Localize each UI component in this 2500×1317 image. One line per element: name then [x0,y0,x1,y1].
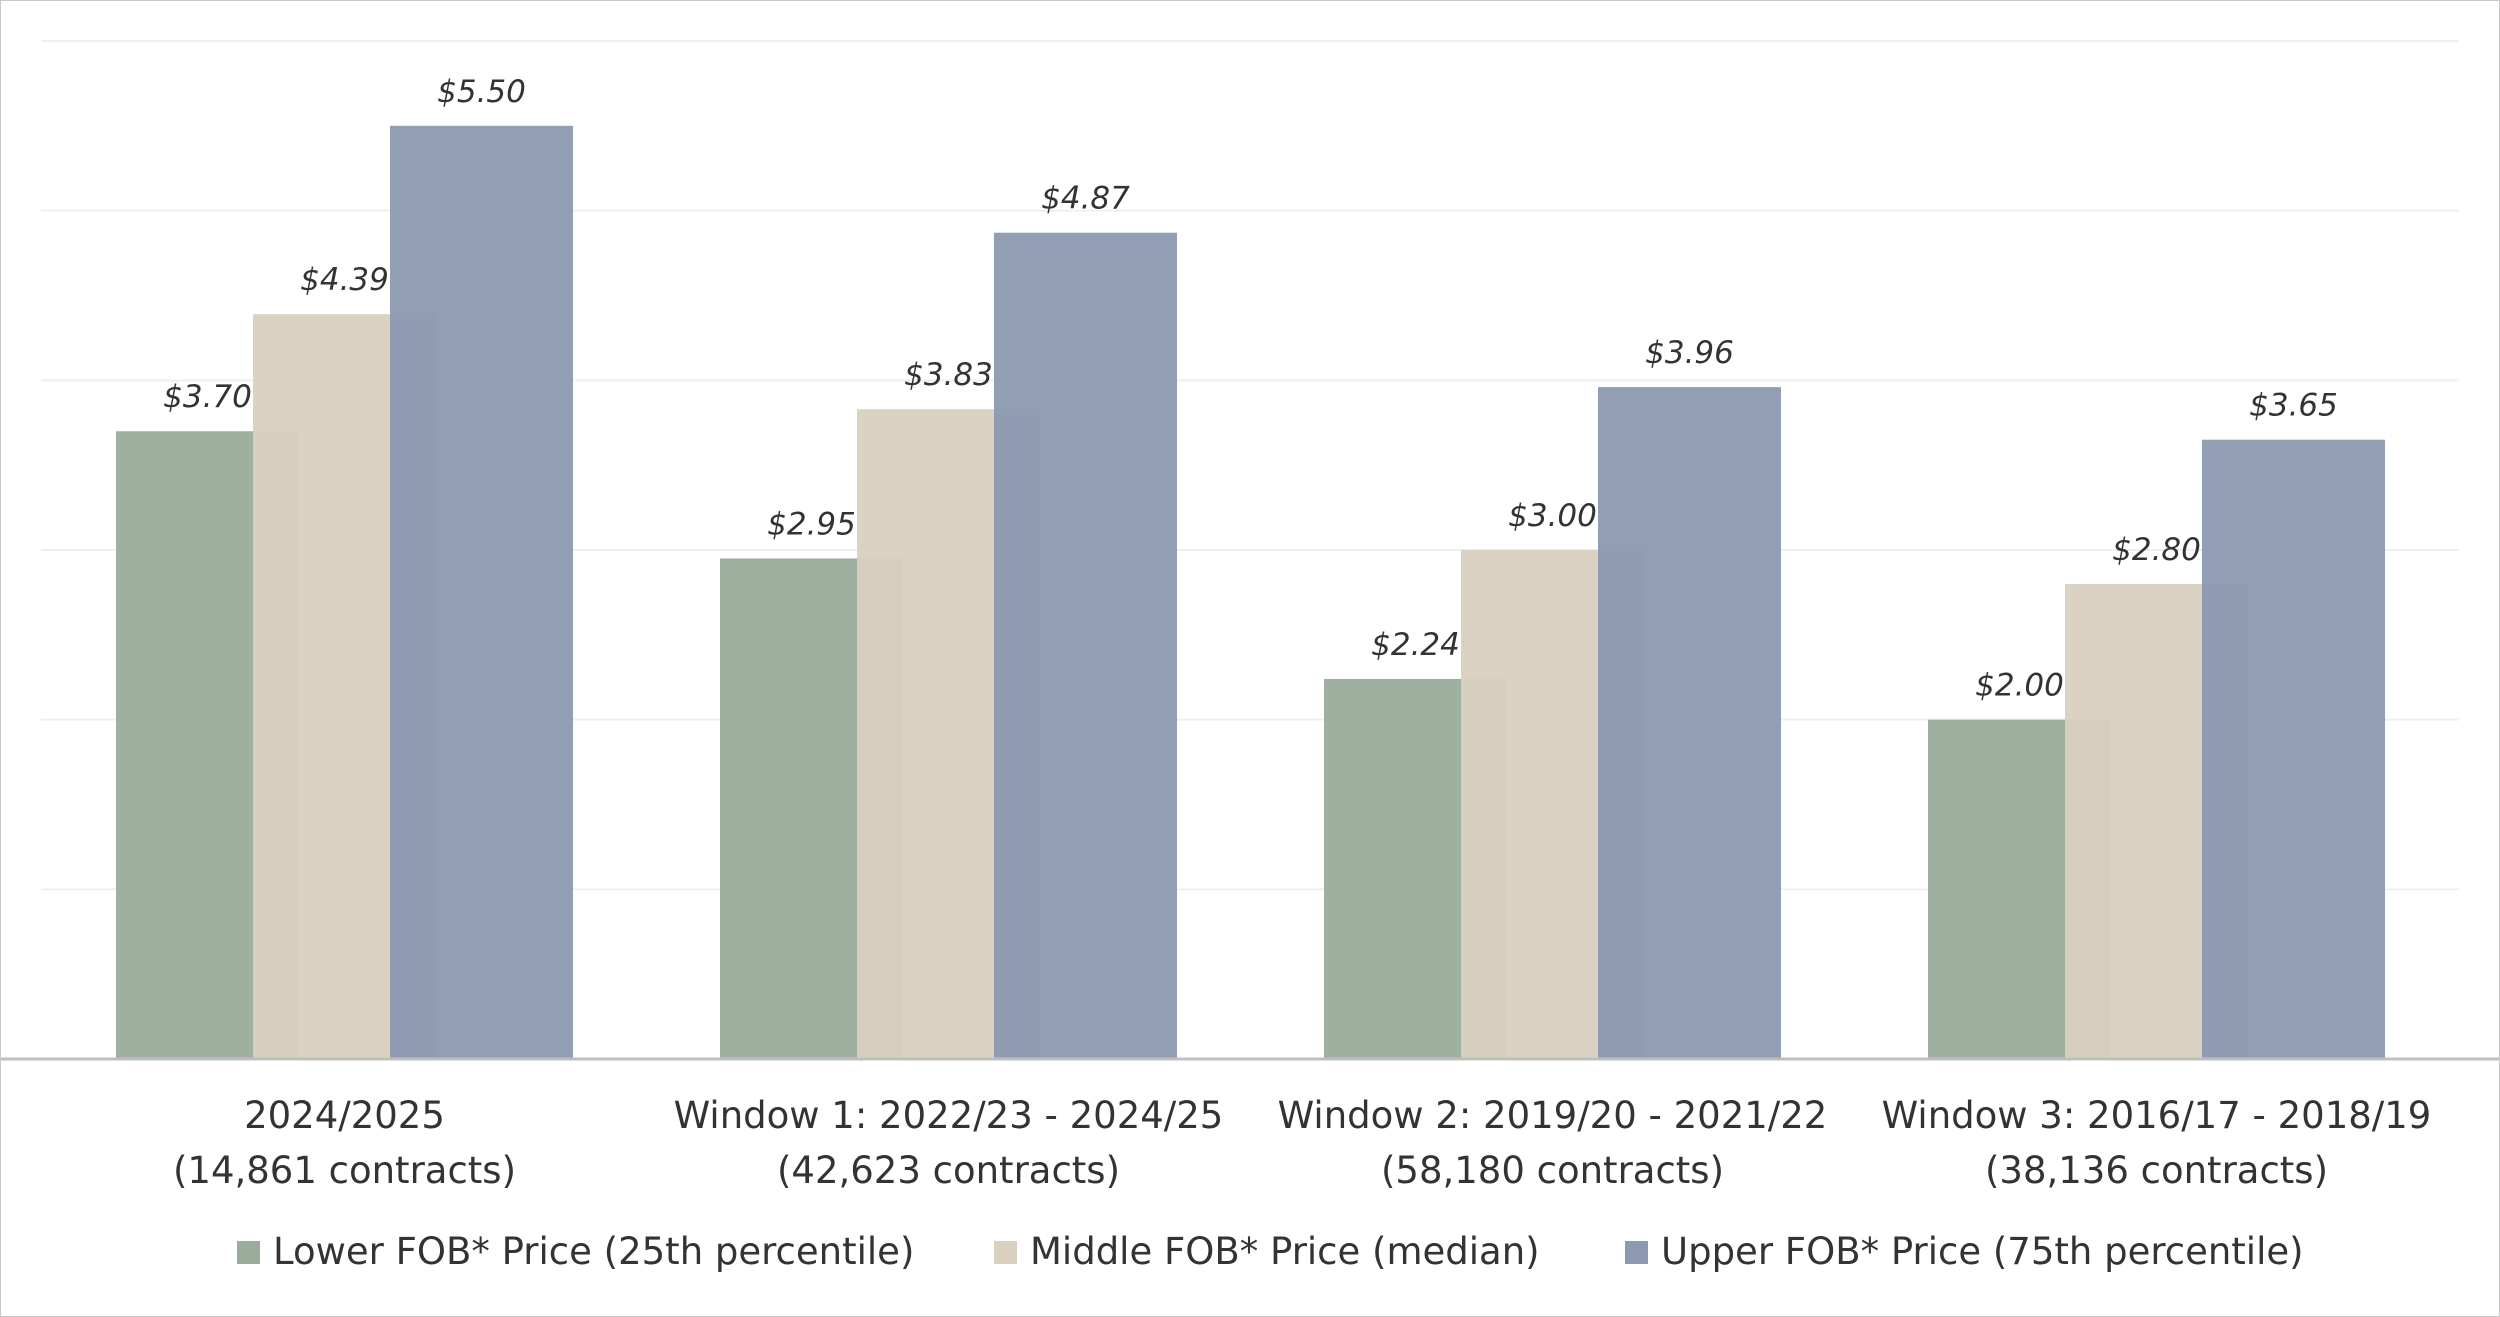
legend-label: Lower FOB* Price (25th percentile) [273,1230,914,1273]
bars [116,125,2385,1060]
bar-upper-fob-price-75th-percentile-0 [390,125,573,1060]
data-label: $4.39 [300,262,389,298]
data-label: $3.83 [904,357,993,393]
data-label: $2.24 [1371,627,1460,663]
legend-swatch [1625,1241,1648,1264]
category-labels: 2024/2025 (14,861 contracts) Window 1: 202… [173,1094,2431,1192]
data-label: $3.65 [2249,388,2338,424]
data-label: $5.50 [437,74,526,110]
legend-swatch [994,1241,1017,1264]
category-label-line2: (42,623 contracts) [777,1149,1120,1192]
legend-item-upper-fob-price-75th-percentile: Upper FOB* Price (75th percentile) [1625,1230,2304,1273]
legend-item-middle-fob-price-median: Middle FOB* Price (median) [994,1230,1540,1273]
legend-item-lower-fob-price-25th-percentile: Lower FOB* Price (25th percentile) [237,1230,914,1273]
data-label: $3.00 [1508,498,1597,534]
data-label: $3.70 [163,379,252,415]
bar-upper-fob-price-75th-percentile-3 [2202,439,2385,1059]
category-label-line1: 2024/2025 [244,1094,445,1137]
category-label-line2: (14,861 contracts) [173,1149,516,1192]
category-label-line2: (58,180 contracts) [1381,1149,1724,1192]
data-label: $3.96 [1645,335,1734,371]
category-label-line1: Window 1: 2022/23 - 2024/25 [674,1094,1224,1137]
category-label-line1: Window 2: 2019/20 - 2021/22 [1278,1094,1828,1137]
legend: Lower FOB* Price (25th percentile) Middle… [237,1230,2304,1273]
bar-upper-fob-price-75th-percentile-1 [994,232,1177,1059]
legend-label: Upper FOB* Price (75th percentile) [1661,1230,2304,1273]
legend-label: Middle FOB* Price (median) [1030,1230,1540,1273]
data-labels: $3.70 $2.95 $2.24 $2.00 $4.39 $3.83 $3.00 $2.80… [163,74,2338,704]
data-label: $4.87 [1041,181,1130,217]
bar-upper-fob-price-75th-percentile-2 [1598,387,1781,1059]
data-label: $2.95 [767,506,856,542]
category-label-line1: Window 3: 2016/17 - 2018/19 [1882,1094,2432,1137]
data-label: $2.00 [1975,668,2064,704]
data-label: $2.80 [2112,532,2201,568]
legend-swatch [237,1241,260,1264]
category-label-line2: (38,136 contracts) [1985,1149,2328,1192]
